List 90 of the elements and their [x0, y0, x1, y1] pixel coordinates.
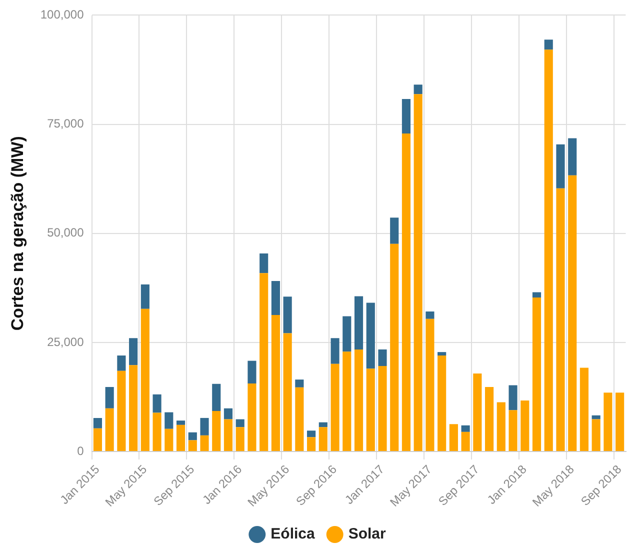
- bar: [342, 352, 352, 452]
- bar: [604, 392, 612, 452]
- bar: [438, 352, 446, 356]
- bar: [438, 356, 446, 452]
- bar: [544, 50, 553, 452]
- bar: [260, 273, 268, 452]
- bar: [283, 296, 292, 334]
- bar: [520, 400, 530, 452]
- bar: [164, 428, 174, 452]
- bar: [568, 175, 577, 452]
- bar: [580, 368, 589, 452]
- bar: [426, 318, 434, 452]
- bar: [117, 370, 126, 452]
- bar: [330, 338, 340, 364]
- bar: [140, 308, 150, 452]
- bar: [248, 360, 256, 384]
- bar: [366, 302, 375, 369]
- bar: [449, 424, 458, 452]
- bar: [93, 428, 102, 452]
- bar: [307, 430, 316, 438]
- bar: [461, 432, 470, 452]
- bar: [496, 402, 506, 452]
- bar: [176, 424, 186, 452]
- bar: [426, 311, 434, 319]
- bar: [402, 133, 411, 452]
- bar: [330, 364, 340, 452]
- bar: [200, 418, 209, 436]
- bar: [318, 422, 328, 428]
- bar: [592, 419, 600, 452]
- bar: [473, 373, 482, 452]
- bar: [414, 94, 422, 452]
- bar: [508, 410, 518, 452]
- bar: [318, 427, 328, 452]
- bar: [378, 366, 387, 452]
- bar: [556, 144, 565, 188]
- bar: [152, 394, 162, 413]
- bar: [140, 284, 150, 309]
- y-tick-label: 75,000: [47, 116, 84, 131]
- bar: [93, 418, 102, 428]
- legend-label: Eólica: [270, 526, 316, 543]
- bar: [402, 98, 411, 134]
- bar: [129, 365, 138, 452]
- y-tick-label: 0: [77, 444, 84, 458]
- y-tick-label: 100,000: [40, 8, 84, 22]
- bar: [307, 437, 316, 452]
- bar: [212, 384, 221, 411]
- bar: [295, 380, 304, 388]
- bar: [236, 427, 244, 452]
- bar: [164, 412, 174, 429]
- bar: [117, 356, 126, 371]
- bar: [461, 425, 470, 432]
- bar: [508, 385, 518, 410]
- bar: [390, 218, 399, 244]
- y-axis-title: Cortes na geração (MW): [8, 136, 27, 331]
- bar: [271, 280, 280, 315]
- bar: [354, 296, 364, 350]
- bar: [200, 435, 209, 452]
- bar: [212, 410, 221, 452]
- bar: [556, 188, 565, 452]
- y-tick-label: 50,000: [47, 226, 84, 240]
- bar: [568, 138, 577, 176]
- bar: [532, 298, 542, 452]
- legend-label: Solar: [348, 526, 386, 543]
- bar: [236, 419, 244, 428]
- bar: [378, 349, 387, 366]
- bar: [176, 420, 186, 425]
- bar: [260, 253, 268, 274]
- bar: [532, 292, 542, 298]
- bar: [152, 412, 162, 452]
- bar: [616, 392, 624, 452]
- bar: [271, 314, 280, 452]
- bar: [105, 408, 114, 452]
- bar: [283, 333, 292, 452]
- bar: [342, 316, 352, 352]
- bar: [390, 244, 399, 452]
- bar: [188, 440, 197, 452]
- bar: [224, 408, 233, 420]
- bar: [592, 415, 600, 420]
- bar: [224, 419, 233, 452]
- bar: [414, 84, 422, 94]
- bar: [105, 386, 114, 408]
- bar: [366, 368, 375, 452]
- bar: [544, 40, 553, 50]
- bar: [129, 338, 138, 366]
- bar: [188, 432, 197, 440]
- bar: [485, 386, 494, 452]
- bar: [354, 349, 364, 452]
- bar: [248, 383, 256, 452]
- y-tick-label: 25,000: [47, 334, 84, 349]
- bar: [295, 387, 304, 452]
